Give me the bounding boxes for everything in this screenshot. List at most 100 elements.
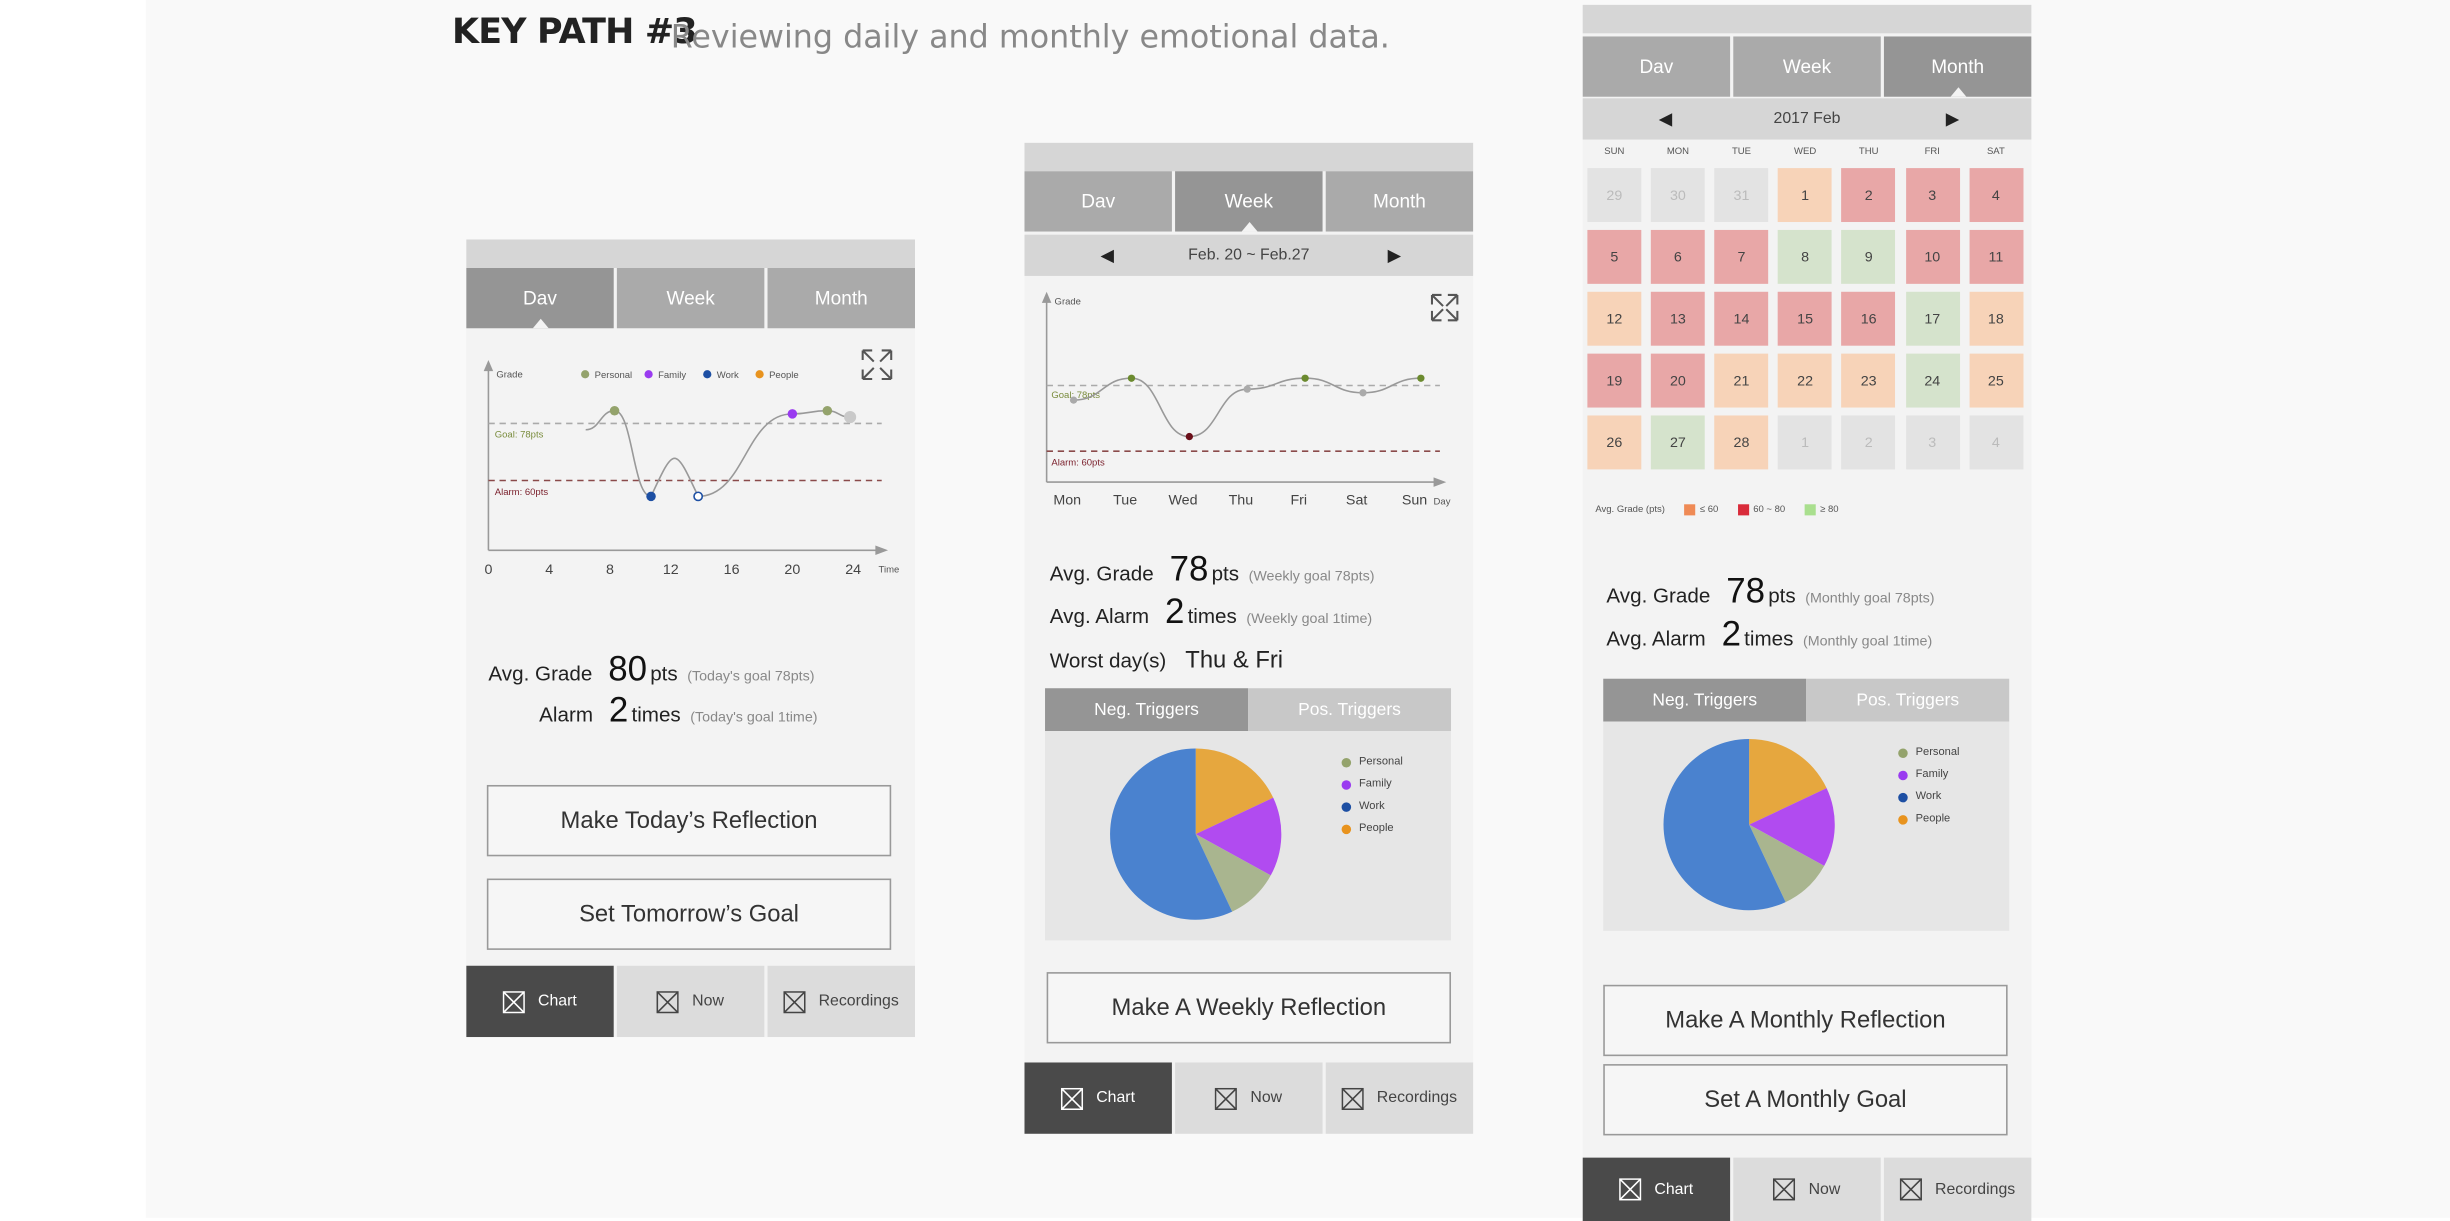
nav-now[interactable]: Now	[1733, 1157, 1881, 1221]
day-point-family[interactable]	[787, 409, 798, 419]
tab-neg-triggers[interactable]: Neg. Triggers	[1045, 688, 1249, 732]
calendar-day[interactable]: 2	[1841, 415, 1896, 470]
nav-recordings[interactable]: Recordings	[1883, 1157, 2032, 1221]
prev-month-button[interactable]: ◀	[1658, 110, 1673, 130]
week-data-points	[1069, 374, 1425, 441]
calendar-day[interactable]: 12	[1587, 291, 1642, 346]
tab-day[interactable]: Dav	[1024, 171, 1172, 232]
make-weekly-reflection-button[interactable]: Make A Weekly Reflection	[1046, 972, 1452, 1044]
tab-month[interactable]: Month	[1883, 36, 2032, 97]
chart-icon	[1061, 1087, 1084, 1110]
prev-week-button[interactable]: ◀	[1100, 246, 1114, 266]
calendar-day[interactable]: 9	[1841, 229, 1896, 284]
tab-month[interactable]: Month	[1325, 171, 1474, 232]
week-point-Mon[interactable]	[1069, 396, 1078, 404]
week-point-Wed[interactable]	[1185, 432, 1193, 441]
tab-day[interactable]: Dav	[1582, 36, 1731, 97]
make-monthly-reflection-button[interactable]: Make A Monthly Reflection	[1603, 984, 2008, 1057]
day-point-personal[interactable]	[609, 405, 620, 416]
chart-icon	[1619, 1178, 1642, 1201]
calendar-day[interactable]: 16	[1841, 291, 1896, 346]
week-point-Sun[interactable]	[1417, 374, 1425, 382]
calendar-day[interactable]: 19	[1587, 353, 1642, 408]
pie-slice-personal[interactable]	[1749, 824, 1825, 903]
nav-chart[interactable]: Chart	[466, 965, 614, 1038]
calendar-day[interactable]: 25	[1968, 353, 2023, 408]
week-chart-expand-icon[interactable]	[1430, 293, 1459, 322]
calendar-day[interactable]: 1	[1778, 415, 1833, 470]
nav-chart[interactable]: Chart	[1582, 1157, 1731, 1221]
day-chart-legend: Personal Family Work People	[581, 370, 799, 381]
page-title: KEY PATH #3	[451, 12, 698, 53]
calendar-day[interactable]: 13	[1650, 291, 1705, 346]
calendar-day[interactable]: 11	[1968, 229, 2023, 284]
weekday-header: SAT	[1986, 147, 2005, 157]
set-monthly-goal-button[interactable]: Set A Monthly Goal	[1603, 1064, 2008, 1136]
calendar-day[interactable]: 30	[1650, 168, 1705, 223]
calendar-day[interactable]: 22	[1778, 353, 1833, 408]
calendar-day[interactable]: 6	[1650, 229, 1705, 284]
calendar-day[interactable]: 26	[1587, 415, 1642, 470]
next-month-button[interactable]: ▶	[1945, 110, 1960, 130]
calendar-day[interactable]: 20	[1650, 353, 1705, 408]
week-point-Thu[interactable]	[1243, 385, 1251, 393]
make-todays-reflection-button[interactable]: Make Today’s Reflection	[486, 784, 892, 857]
alarm-value: 2	[1164, 591, 1185, 632]
calendar-day[interactable]: 28	[1714, 415, 1769, 470]
calendar-day[interactable]: 10	[1905, 229, 1960, 284]
week-point-Tue[interactable]	[1127, 374, 1136, 382]
calendar-day[interactable]: 14	[1714, 291, 1769, 346]
calendar-day[interactable]: 7	[1714, 229, 1769, 284]
nav-chart[interactable]: Chart	[1024, 1062, 1172, 1134]
tab-week[interactable]: Week	[1175, 171, 1323, 232]
calendar-day[interactable]: 4	[1968, 168, 2023, 223]
calendar-day[interactable]: 18	[1968, 291, 2023, 346]
pie-slice-people[interactable]	[1749, 738, 1827, 825]
next-week-button[interactable]: ▶	[1387, 246, 1402, 266]
nav-now[interactable]: Now	[616, 965, 765, 1038]
week-point-Fri[interactable]	[1301, 374, 1309, 382]
calendar-day[interactable]: 31	[1714, 168, 1769, 223]
calendar-day[interactable]: 24	[1905, 353, 1960, 408]
alarm-value: 2	[608, 689, 629, 730]
calendar-day[interactable]: 3	[1905, 415, 1960, 470]
family-dot-icon	[1898, 769, 1908, 780]
tab-week[interactable]: Week	[1733, 36, 1881, 97]
tab-neg-triggers[interactable]: Neg. Triggers	[1603, 678, 1807, 722]
day-point-personal[interactable]	[822, 405, 833, 416]
calendar-day[interactable]: 21	[1714, 353, 1769, 408]
pie-slice-work[interactable]	[1110, 748, 1233, 920]
tab-pos-triggers[interactable]: Pos. Triggers	[1806, 678, 2010, 722]
calendar-day[interactable]: 5	[1587, 229, 1642, 284]
pie-slice-family[interactable]	[1749, 788, 1835, 866]
calendar-day[interactable]: 1	[1778, 168, 1833, 223]
week-point-Sat[interactable]	[1359, 389, 1367, 397]
calendar-day[interactable]: 27	[1650, 415, 1705, 470]
pie-slice-family[interactable]	[1195, 797, 1282, 876]
nav-recordings-label: Recordings	[1934, 1180, 2016, 1199]
calendar-day[interactable]: 3	[1905, 168, 1960, 223]
calendar-day[interactable]: 4	[1968, 415, 2023, 470]
day-point-work-hollow[interactable]	[693, 491, 704, 502]
set-tomorrows-goal-button[interactable]: Set Tomorrow’s Goal	[486, 878, 892, 950]
pie-slice-people[interactable]	[1195, 748, 1274, 835]
nav-recordings[interactable]: Recordings	[767, 965, 916, 1038]
tab-day[interactable]: Dav	[466, 268, 614, 329]
tab-month[interactable]: Month	[767, 268, 916, 329]
nav-now[interactable]: Now	[1175, 1062, 1323, 1134]
tab-week[interactable]: Week	[616, 268, 765, 329]
calendar-day[interactable]: 8	[1778, 229, 1833, 284]
calendar-day[interactable]: 17	[1905, 291, 1960, 346]
pie-slice-work[interactable]	[1663, 738, 1786, 911]
day-point-work[interactable]	[646, 491, 656, 502]
calendar-day[interactable]: 29	[1587, 168, 1642, 223]
tab-pos-triggers[interactable]: Pos. Triggers	[1248, 688, 1452, 732]
pie-slice-personal[interactable]	[1195, 834, 1271, 912]
legend-personal: Personal	[1898, 747, 1959, 758]
calendar-day[interactable]: 15	[1778, 291, 1833, 346]
day-point-pending[interactable]	[844, 411, 857, 424]
calendar-day[interactable]: 23	[1841, 353, 1896, 408]
day-chart-expand-icon[interactable]	[861, 349, 893, 381]
nav-recordings[interactable]: Recordings	[1325, 1062, 1474, 1134]
calendar-day[interactable]: 2	[1841, 168, 1896, 223]
